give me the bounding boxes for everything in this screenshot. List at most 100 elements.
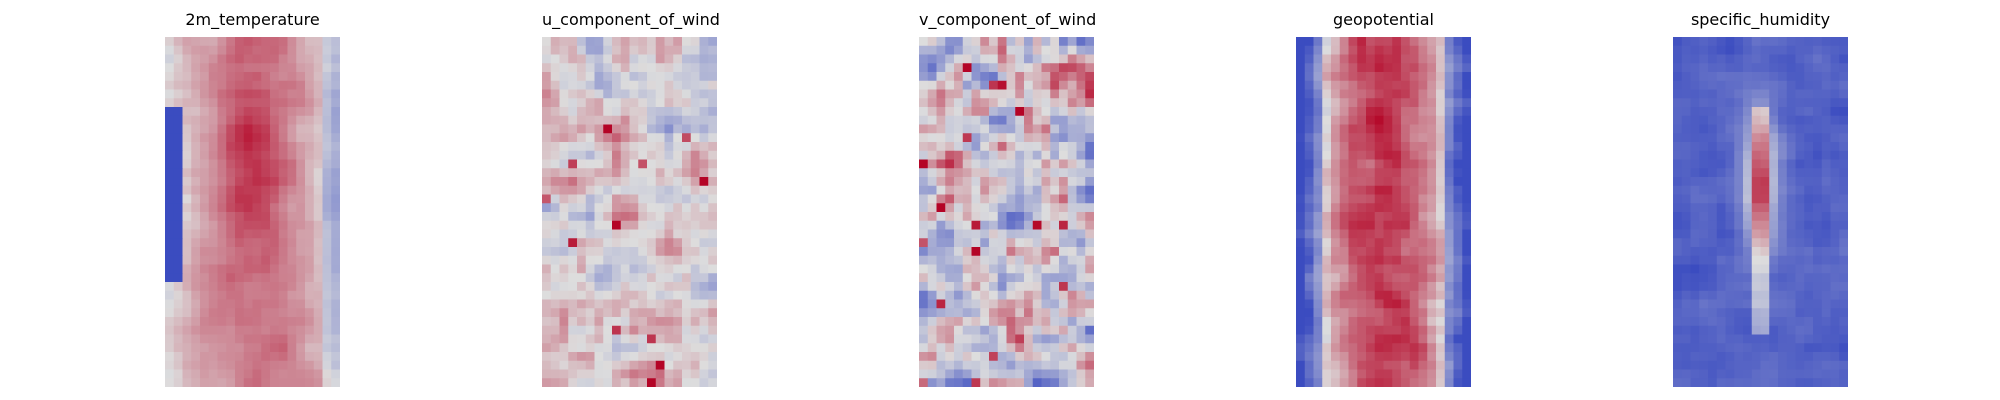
heatmap-cell (1374, 317, 1384, 327)
heatmap-cell (1313, 308, 1323, 318)
heatmap-cell (559, 378, 569, 387)
heatmap-cell (997, 255, 1007, 265)
heatmap-cell (1006, 334, 1016, 344)
heatmap-cell (252, 282, 262, 292)
heatmap-cell (1813, 194, 1823, 204)
heatmap-cell (1024, 63, 1034, 73)
heatmap-cell (226, 317, 236, 327)
heatmap-cell (1076, 238, 1086, 248)
heatmap-cell (682, 54, 692, 64)
heatmap-cell (313, 317, 323, 327)
heatmap-cell (945, 229, 955, 239)
heatmap-cell (1699, 255, 1709, 265)
heatmap-cell (962, 273, 972, 283)
heatmap-cell (1032, 194, 1042, 204)
heatmap-cell (1050, 317, 1060, 327)
heatmap-cell (936, 360, 946, 370)
heatmap-cell (261, 317, 271, 327)
heatmap-cell (673, 168, 683, 178)
heatmap-cell (208, 168, 218, 178)
heatmap-cell (1427, 89, 1437, 99)
heatmap-cell (1383, 142, 1393, 152)
heatmap-cell (1462, 334, 1471, 344)
heatmap-cell (1427, 282, 1437, 292)
heatmap-cell (945, 89, 955, 99)
heatmap-cell (1374, 290, 1384, 300)
heatmap-cell (1304, 142, 1314, 152)
heatmap-cell (235, 89, 245, 99)
heatmap-cell (1813, 80, 1823, 90)
heatmap-cell (1015, 168, 1025, 178)
heatmap-cell (673, 142, 683, 152)
heatmap-cell (261, 98, 271, 108)
heatmap-cell (182, 255, 192, 265)
heatmap-cell (1699, 107, 1709, 117)
heatmap-cell (1786, 185, 1796, 195)
heatmap-cell (1032, 115, 1042, 125)
heatmap-cell (1313, 334, 1323, 344)
heatmap-cell (559, 142, 569, 152)
heatmap-cell (1795, 299, 1805, 309)
heatmap-cell (594, 124, 604, 134)
heatmap-cell (305, 115, 315, 125)
heatmap-cell (305, 142, 315, 152)
heatmap-cell (313, 115, 323, 125)
heatmap-cell (927, 273, 937, 283)
heatmap-cell (1339, 185, 1349, 195)
heatmap-cell (1418, 203, 1428, 213)
heatmap-cell (690, 308, 700, 318)
heatmap-cell (1813, 203, 1823, 213)
heatmap-cell (1313, 290, 1323, 300)
heatmap-cell (603, 124, 613, 134)
heatmap-cell (1690, 343, 1700, 353)
heatmap-cell (603, 334, 613, 344)
heatmap-cell (1453, 317, 1463, 327)
heatmap-v-component-of-wind (919, 37, 1094, 387)
heatmap-cell (1839, 177, 1848, 187)
heatmap-cell (1681, 133, 1691, 143)
heatmap-cell (699, 299, 709, 309)
heatmap-cell (1453, 308, 1463, 318)
heatmap-cell (1444, 107, 1454, 117)
heatmap-cell (1059, 378, 1069, 387)
heatmap-cell (1322, 247, 1332, 257)
heatmap-cell (313, 343, 323, 353)
heatmap-cell (261, 107, 271, 117)
heatmap-cell (1331, 325, 1341, 335)
heatmap-cell (1032, 360, 1042, 370)
heatmap-cell (936, 45, 946, 55)
heatmap-cell (270, 378, 280, 387)
heatmap-cell (945, 255, 955, 265)
heatmap-cell (1786, 63, 1796, 73)
heatmap-cell (1366, 98, 1376, 108)
heatmap-cell (1041, 369, 1051, 379)
heatmap-cell (919, 98, 929, 108)
heatmap-cell (1059, 150, 1069, 160)
heatmap-cell (1795, 124, 1805, 134)
heatmap-cell (1304, 37, 1314, 47)
heatmap-cell (577, 98, 587, 108)
heatmap-cell (1699, 282, 1709, 292)
heatmap-cell (927, 264, 937, 274)
heatmap-cell (1786, 299, 1796, 309)
heatmap-cell (1436, 369, 1446, 379)
heatmap-cell (1751, 290, 1761, 300)
heatmap-cell (1813, 168, 1823, 178)
heatmap-cell (1383, 220, 1393, 230)
heatmap-cell (1769, 37, 1779, 47)
heatmap-cell (208, 273, 218, 283)
heatmap-cell (594, 264, 604, 274)
heatmap-cell (1716, 282, 1726, 292)
heatmap-cell (1813, 360, 1823, 370)
heatmap-cell (629, 89, 639, 99)
heatmap-cell (1374, 98, 1384, 108)
heatmap-cell (191, 352, 201, 362)
heatmap-cell (673, 80, 683, 90)
panel-geopotential: geopotential (1296, 0, 1471, 400)
heatmap-cell (1304, 124, 1314, 134)
heatmap-cell (1304, 185, 1314, 195)
heatmap-cell (673, 334, 683, 344)
heatmap-cell (1392, 54, 1402, 64)
heatmap-cell (971, 317, 981, 327)
heatmap-cell (1348, 369, 1358, 379)
